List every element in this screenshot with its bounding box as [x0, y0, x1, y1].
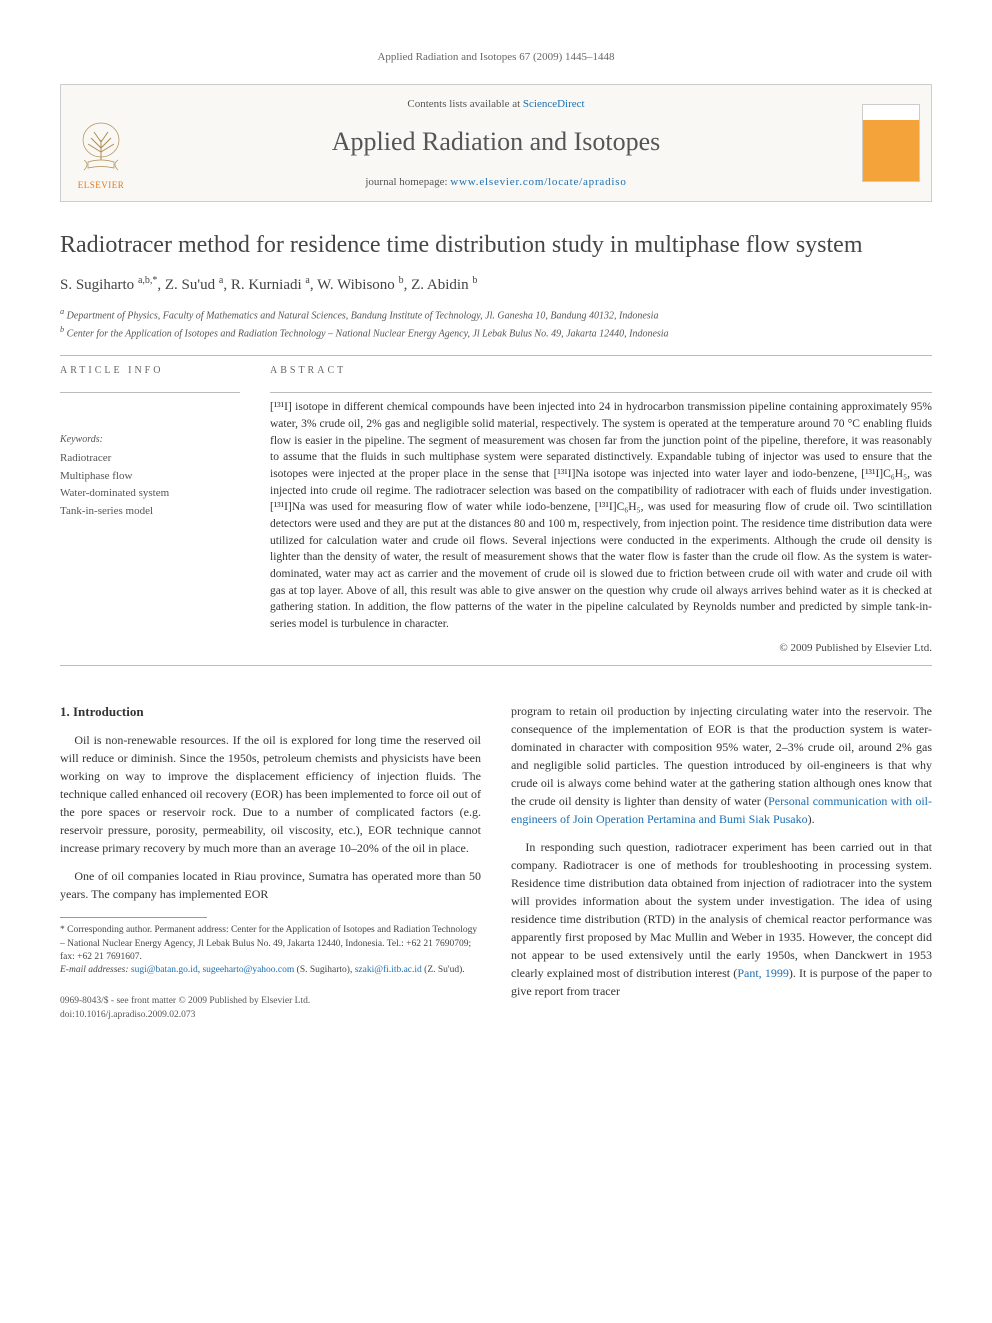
- homepage-prefix: journal homepage:: [365, 176, 450, 188]
- contents-line: Contents lists available at ScienceDirec…: [151, 97, 841, 113]
- email-paren-1: (S. Sugiharto),: [294, 965, 354, 975]
- email-link-1[interactable]: sugi@batan.go.id: [131, 965, 198, 975]
- citation-link-2[interactable]: Pant, 1999: [737, 966, 789, 980]
- keyword-item: Water-dominated system: [60, 485, 240, 503]
- affiliation-b: b Center for the Application of Isotopes…: [60, 324, 932, 341]
- copyright-line: © 2009 Published by Elsevier Ltd.: [270, 641, 932, 657]
- intro-p4: In responding such question, radiotracer…: [511, 838, 932, 1000]
- abstract-rule-top: [270, 392, 932, 393]
- article-title: Radiotracer method for residence time di…: [60, 230, 932, 260]
- sciencedirect-link[interactable]: ScienceDirect: [523, 98, 585, 110]
- intro-p3: program to retain oil production by inje…: [511, 702, 932, 828]
- journal-name: Applied Radiation and Isotopes: [151, 123, 841, 161]
- doi-line: doi:10.1016/j.apradiso.2009.02.073: [60, 1009, 481, 1022]
- email-link-3[interactable]: szaki@fi.itb.ac.id: [355, 965, 422, 975]
- abstract-column: ABSTRACT [¹³¹I] isotope in different che…: [270, 364, 932, 657]
- left-column: 1. Introduction Oil is non-renewable res…: [60, 702, 481, 1022]
- contents-prefix: Contents lists available at: [407, 98, 522, 110]
- keyword-item: Tank-in-series model: [60, 503, 240, 521]
- body-columns: 1. Introduction Oil is non-renewable res…: [60, 702, 932, 1022]
- article-info-label: ARTICLE INFO: [60, 364, 240, 379]
- journal-cover-icon: [862, 104, 920, 182]
- footnote-rule: [60, 917, 207, 918]
- author-list: S. Sugiharto a,b,*, Z. Su'ud a, R. Kurni…: [60, 274, 932, 297]
- keywords-list: RadiotracerMultiphase flowWater-dominate…: [60, 450, 240, 520]
- intro-p3-suffix: ).: [808, 812, 815, 826]
- homepage-link[interactable]: www.elsevier.com/locate/apradiso: [450, 176, 626, 188]
- email-label: E-mail addresses:: [60, 965, 131, 975]
- corresponding-author-note: * Corresponding author. Permanent addres…: [60, 924, 481, 964]
- affiliation-a: a Department of Physics, Faculty of Math…: [60, 306, 932, 323]
- article-info-column: ARTICLE INFO Keywords: RadiotracerMultip…: [60, 364, 240, 657]
- masthead-center: Contents lists available at ScienceDirec…: [141, 85, 851, 201]
- abstract-text: [¹³¹I] isotope in different chemical com…: [270, 399, 932, 632]
- intro-p2: One of oil companies located in Riau pro…: [60, 867, 481, 903]
- rule-top: [60, 355, 932, 356]
- intro-p1: Oil is non-renewable resources. If the o…: [60, 731, 481, 857]
- masthead: ELSEVIER Contents lists available at Sci…: [60, 84, 932, 202]
- cover-block: [851, 85, 931, 201]
- elsevier-tree-icon: [76, 120, 126, 175]
- running-header: Applied Radiation and Isotopes 67 (2009)…: [60, 50, 932, 66]
- email-link-2[interactable]: sugeeharto@yahoo.com: [202, 965, 294, 975]
- info-abstract-row: ARTICLE INFO Keywords: RadiotracerMultip…: [60, 364, 932, 657]
- page-root: Applied Radiation and Isotopes 67 (2009)…: [0, 0, 992, 1062]
- keywords-label: Keywords:: [60, 433, 240, 448]
- publisher-label: ELSEVIER: [78, 179, 125, 192]
- affiliations: a Department of Physics, Faculty of Math…: [60, 306, 932, 341]
- footer-block: 0969-8043/$ - see front matter © 2009 Pu…: [60, 995, 481, 1022]
- keyword-item: Multiphase flow: [60, 468, 240, 486]
- footnote-block: * Corresponding author. Permanent addres…: [60, 924, 481, 977]
- intro-heading: 1. Introduction: [60, 702, 481, 722]
- intro-p4-prefix: In responding such question, radiotracer…: [511, 840, 932, 980]
- info-rule: [60, 392, 240, 393]
- keyword-item: Radiotracer: [60, 450, 240, 468]
- rule-bottom: [60, 665, 932, 666]
- abstract-label: ABSTRACT: [270, 364, 932, 379]
- email-paren-2: (Z. Su'ud).: [422, 965, 465, 975]
- right-column: program to retain oil production by inje…: [511, 702, 932, 1022]
- issn-line: 0969-8043/$ - see front matter © 2009 Pu…: [60, 995, 481, 1008]
- email-line: E-mail addresses: sugi@batan.go.id, suge…: [60, 964, 481, 977]
- homepage-line: journal homepage: www.elsevier.com/locat…: [151, 175, 841, 191]
- intro-p3-prefix: program to retain oil production by inje…: [511, 704, 932, 808]
- publisher-block: ELSEVIER: [61, 85, 141, 201]
